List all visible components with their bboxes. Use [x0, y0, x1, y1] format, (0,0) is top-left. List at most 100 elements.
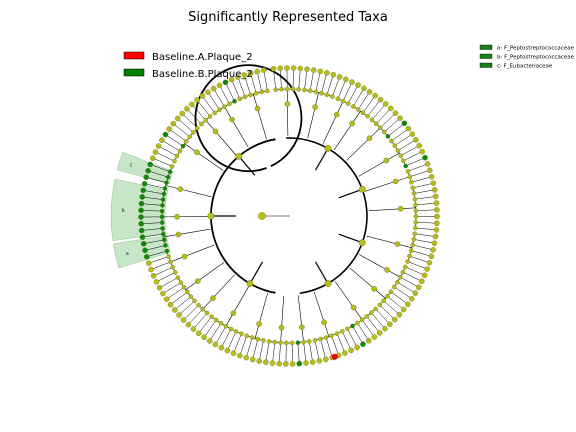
taxon-node — [162, 131, 169, 138]
taxon-node — [176, 312, 182, 318]
taxon-node — [167, 169, 173, 175]
taxon-node — [365, 337, 372, 344]
legend-swatch-green — [123, 68, 145, 77]
taxon-node — [422, 154, 428, 161]
taxon-node — [387, 105, 394, 112]
taxon-node — [199, 121, 204, 127]
taxon-node — [222, 104, 227, 109]
taxon-node — [256, 321, 262, 327]
branch-line — [366, 235, 413, 249]
branch-line — [412, 182, 434, 189]
taxon-node — [419, 148, 426, 155]
taxon-node — [168, 259, 173, 265]
branch-line — [320, 338, 327, 360]
taxon-node — [426, 259, 433, 266]
taxon-node — [189, 101, 195, 108]
taxon-node — [235, 74, 241, 80]
taxon-node — [161, 237, 167, 243]
taxon-node — [167, 301, 174, 308]
branch-line — [166, 287, 185, 300]
branch-line — [205, 119, 237, 156]
branch-line — [371, 103, 386, 121]
taxon-node — [424, 266, 430, 272]
taxon-node — [162, 186, 168, 191]
taxon-node — [218, 344, 225, 351]
branch-line — [304, 69, 308, 90]
taxon-node — [324, 145, 332, 152]
branch-line — [224, 106, 249, 148]
cladogram-tree — [138, 64, 440, 367]
branch-line — [384, 117, 401, 133]
branch-line — [400, 145, 420, 156]
taxon-node — [424, 161, 431, 167]
taxon-node — [289, 361, 296, 367]
taxon-node — [161, 231, 166, 237]
taxon-node — [254, 68, 260, 75]
branch-line — [237, 77, 246, 97]
taxon-node — [408, 248, 414, 253]
taxon-node — [181, 253, 188, 260]
taxon-node — [303, 360, 309, 366]
branch-line — [144, 245, 166, 251]
branch-line — [169, 128, 187, 142]
branch-line — [412, 244, 434, 251]
branch-line — [245, 337, 253, 358]
taxon-node — [324, 70, 330, 76]
branch-line — [409, 255, 430, 263]
taxon-node — [321, 319, 327, 326]
clade-sector-letter: a — [126, 251, 129, 257]
taxon-node — [381, 129, 387, 135]
branch-line — [342, 331, 352, 351]
taxon-node — [230, 350, 237, 356]
taxon-node — [431, 240, 438, 246]
taxon-node — [302, 87, 307, 93]
taxon-node — [283, 361, 289, 367]
taxon-node — [366, 89, 373, 95]
taxon-node — [289, 340, 295, 346]
branch-line — [165, 134, 184, 147]
taxon-node — [323, 356, 329, 363]
branch-line — [221, 328, 232, 348]
branch-line — [333, 110, 361, 151]
branch-line — [142, 233, 164, 238]
branch-line — [207, 92, 220, 110]
taxon-node — [360, 341, 366, 347]
branch-line — [322, 100, 344, 144]
branch-line — [263, 70, 268, 91]
taxon-node — [366, 135, 373, 141]
taxon-node — [309, 359, 316, 365]
taxon-node — [389, 138, 394, 144]
branch-line — [362, 319, 375, 338]
taxon-node — [164, 248, 170, 254]
branch-line — [334, 281, 363, 320]
taxon-node — [301, 339, 306, 345]
taxon-node — [258, 212, 266, 220]
clade-swatch-a — [479, 44, 493, 50]
taxon-node — [350, 323, 355, 329]
taxon-node — [360, 110, 366, 116]
branch-line — [219, 85, 230, 104]
branch-line — [239, 335, 248, 356]
taxon-node — [401, 158, 406, 164]
taxon-node — [392, 110, 399, 116]
taxon-node — [324, 92, 330, 98]
taxon-node — [218, 320, 224, 326]
taxon-node — [175, 231, 182, 238]
taxon-node — [256, 358, 263, 364]
taxon-node — [196, 302, 201, 308]
branch-line — [185, 262, 225, 290]
clade-swatch-b — [479, 53, 493, 59]
taxon-node — [199, 93, 206, 99]
branch-line — [156, 272, 176, 283]
branch-line — [298, 68, 301, 90]
taxon-node — [299, 324, 305, 331]
taxon-node — [210, 85, 217, 92]
taxon-node — [194, 97, 200, 103]
clade-label-b: b: F_Peptostreptococcaceae — [497, 55, 575, 61]
branch-line — [141, 222, 163, 224]
taxon-node — [228, 76, 235, 83]
branch-line — [332, 76, 340, 97]
taxon-node — [355, 107, 361, 112]
taxon-node — [385, 293, 390, 299]
taxon-node — [334, 331, 340, 336]
